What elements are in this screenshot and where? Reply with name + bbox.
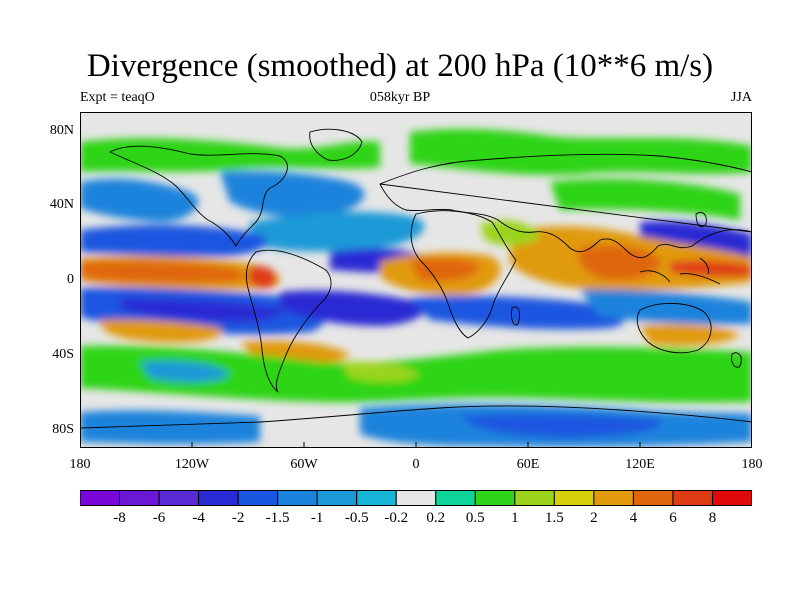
colorbar-swatch xyxy=(158,490,200,506)
colorbar-swatch xyxy=(593,490,634,506)
lon-label-60e: 60E xyxy=(516,457,540,472)
colorbar-tick-label: 4 xyxy=(629,510,638,526)
colorbar-tick-label: -2 xyxy=(231,510,245,526)
colorbar-tick-label: -6 xyxy=(152,510,166,526)
colorbar-tick-label: -1 xyxy=(310,510,324,526)
colorbar-swatch xyxy=(672,490,713,506)
colorbar-tick-label: -8 xyxy=(113,510,126,526)
colorbar-swatch xyxy=(632,490,674,506)
lon-label-180-east: 180 xyxy=(741,457,763,472)
colorbar-swatch xyxy=(711,490,752,506)
colorbar-tick-label: 0.2 xyxy=(426,510,446,526)
experiment-label: Expt = teaqO xyxy=(80,90,155,105)
colorbar xyxy=(80,490,752,506)
lon-label-0: 0 xyxy=(412,457,420,472)
colorbar-swatch xyxy=(395,490,437,506)
period-label: 058kyr BP xyxy=(369,90,431,105)
colorbar-swatch xyxy=(514,490,555,506)
colorbar-tick-label: 1.5 xyxy=(544,510,564,526)
lon-label-120w: 120W xyxy=(174,457,210,472)
colorbar-swatch xyxy=(80,490,121,506)
colorbar-tick-label: 2 xyxy=(590,510,598,526)
colorbar-swatch xyxy=(356,490,397,506)
chart-title: Divergence (smoothed) at 200 hPa (10**6 … xyxy=(86,48,714,84)
colorbar-swatch xyxy=(198,490,239,506)
colorbar-tick-label: 1 xyxy=(511,510,519,526)
colorbar-tick-label: 0.5 xyxy=(465,510,485,526)
lon-label-120e: 120E xyxy=(625,457,655,472)
lat-label-80s: 80S xyxy=(52,422,74,437)
lon-label-180-west: 180 xyxy=(69,457,91,472)
colorbar-swatch xyxy=(237,490,279,506)
coastlines xyxy=(80,128,752,429)
divergence-map xyxy=(80,112,752,448)
lat-label-80n: 80N xyxy=(49,123,74,138)
colorbar-tick-label: -4 xyxy=(192,510,205,526)
colorbar-swatch xyxy=(553,490,595,506)
colorbar-swatch xyxy=(474,490,516,506)
colorbar-tick-label: 6 xyxy=(669,510,677,526)
colorbar-tick-label: -0.2 xyxy=(384,510,409,526)
colorbar-tick-label: -0.5 xyxy=(344,510,369,526)
axis-ticks xyxy=(191,442,641,448)
colorbar-swatch xyxy=(277,490,318,506)
colorbar-swatch xyxy=(119,490,160,506)
colorbar-swatch xyxy=(316,490,358,506)
season-label: JJA xyxy=(730,90,752,105)
lat-label-40s: 40S xyxy=(52,347,74,362)
colorbar-swatch xyxy=(435,490,476,506)
lat-label-40n: 40N xyxy=(49,197,74,212)
lon-label-60w: 60W xyxy=(290,457,318,472)
colorbar-tick-label: 8 xyxy=(708,510,717,526)
lat-label-equator: 0 xyxy=(67,272,74,287)
colorbar-tick-label: -1.5 xyxy=(265,510,290,526)
